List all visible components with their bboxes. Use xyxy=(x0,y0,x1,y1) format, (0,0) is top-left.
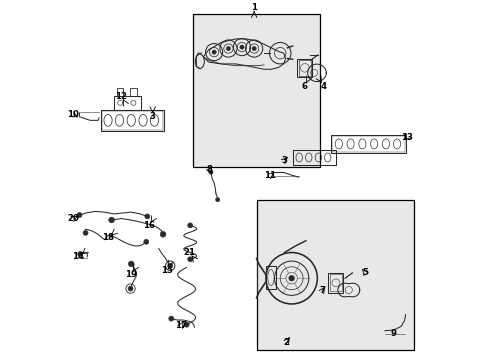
Circle shape xyxy=(288,275,294,281)
Circle shape xyxy=(108,217,114,223)
Circle shape xyxy=(212,50,216,54)
Bar xyxy=(297,59,312,77)
Bar xyxy=(102,111,163,130)
Circle shape xyxy=(83,230,88,235)
Bar xyxy=(114,96,141,110)
Bar xyxy=(257,200,413,350)
Text: 7: 7 xyxy=(319,286,325,295)
Circle shape xyxy=(226,46,230,51)
Bar xyxy=(192,14,319,167)
Bar xyxy=(292,150,335,165)
Text: 1: 1 xyxy=(251,3,257,12)
Circle shape xyxy=(184,322,189,327)
Text: 4: 4 xyxy=(320,82,326,91)
Bar xyxy=(130,88,136,96)
Circle shape xyxy=(208,170,213,174)
Bar xyxy=(331,136,404,152)
Circle shape xyxy=(128,286,133,291)
Circle shape xyxy=(168,316,173,321)
Bar xyxy=(328,273,343,293)
Circle shape xyxy=(187,223,192,228)
Bar xyxy=(329,274,341,291)
Text: 14: 14 xyxy=(72,252,84,261)
Text: 11: 11 xyxy=(264,171,276,180)
Circle shape xyxy=(167,263,172,268)
Bar xyxy=(298,60,310,76)
Text: 5: 5 xyxy=(362,268,367,277)
Circle shape xyxy=(144,214,149,219)
Circle shape xyxy=(240,45,244,49)
Text: 13: 13 xyxy=(400,132,412,141)
Circle shape xyxy=(77,212,82,217)
Text: 8: 8 xyxy=(206,166,212,175)
Text: 19: 19 xyxy=(124,270,137,279)
Circle shape xyxy=(251,46,256,51)
Circle shape xyxy=(128,261,134,267)
Text: 18: 18 xyxy=(102,233,114,242)
Text: 17: 17 xyxy=(175,321,186,330)
Text: 3: 3 xyxy=(149,112,155,121)
Text: 2: 2 xyxy=(283,338,288,347)
Text: 3: 3 xyxy=(281,156,287,165)
Text: 20: 20 xyxy=(68,214,80,223)
Circle shape xyxy=(78,251,82,256)
Bar xyxy=(117,88,123,96)
Text: 9: 9 xyxy=(390,329,396,338)
Bar xyxy=(330,135,405,153)
Circle shape xyxy=(187,257,192,262)
Bar xyxy=(265,266,275,289)
Text: 6: 6 xyxy=(301,82,307,91)
Circle shape xyxy=(143,239,148,244)
Text: 10: 10 xyxy=(67,110,79,119)
Text: 12: 12 xyxy=(115,91,127,100)
Text: 16: 16 xyxy=(142,221,154,230)
Circle shape xyxy=(160,231,165,237)
Bar xyxy=(101,110,164,131)
Text: 21: 21 xyxy=(183,248,195,257)
Text: 15: 15 xyxy=(161,266,172,275)
Circle shape xyxy=(215,198,220,202)
